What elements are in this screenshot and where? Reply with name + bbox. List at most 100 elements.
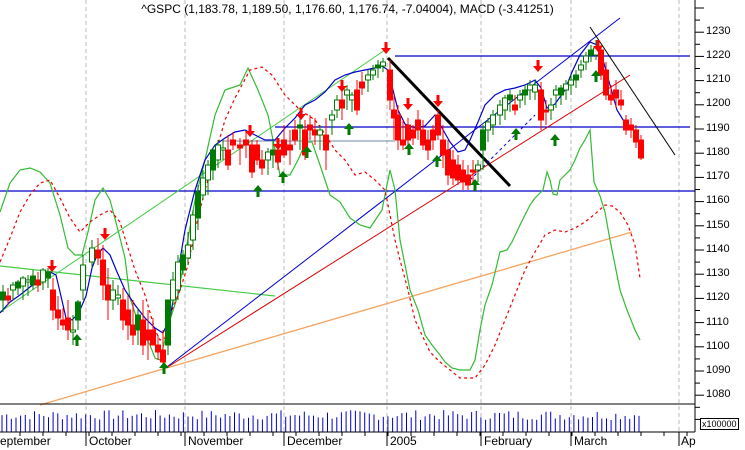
buy-arrow-icon: [278, 171, 288, 183]
y-tick-label: 1200: [706, 97, 731, 109]
signal-line: [0, 66, 641, 379]
candle: [365, 70, 371, 92]
candle: [45, 268, 51, 288]
sell-arrow-icon: [273, 138, 283, 150]
candle: [281, 125, 287, 158]
candle: [249, 140, 255, 178]
candle: [507, 90, 513, 112]
sell-arrow-icon: [245, 125, 255, 137]
candle: [323, 118, 329, 170]
candle: [588, 45, 594, 62]
candle: [568, 75, 574, 95]
candle: [254, 140, 260, 165]
candle: [287, 130, 293, 165]
sell-arrow-icon: [381, 42, 391, 54]
candle: [558, 85, 564, 105]
y-tick-label: 1210: [706, 73, 731, 85]
candle: [307, 115, 313, 140]
y-tick-label: 1090: [706, 364, 731, 376]
candle: [359, 72, 365, 95]
candle: [80, 255, 86, 300]
candle: [165, 299, 171, 355]
candle: [405, 118, 411, 145]
candle: [435, 110, 441, 140]
candle: [230, 132, 236, 150]
volume-bars: [1, 410, 640, 432]
candle: [387, 60, 393, 110]
candle: [623, 115, 629, 135]
candle: [180, 250, 186, 275]
candle: [175, 255, 181, 300]
candle: [391, 95, 397, 140]
y-tick-label: 1220: [706, 49, 731, 61]
candle: [354, 80, 360, 115]
horizontal-levels: [0, 55, 695, 192]
candle: [512, 95, 518, 115]
buy-arrow-icon: [344, 123, 354, 135]
candle: [349, 92, 355, 112]
candle: [613, 80, 619, 108]
candle: [25, 275, 31, 296]
candle: [415, 110, 421, 140]
x-tick-label: Ap: [681, 434, 696, 448]
candle: [465, 165, 471, 190]
sell-arrow-icon: [593, 40, 603, 52]
x-tick-label: December: [287, 434, 343, 448]
candle: [20, 276, 26, 300]
candle: [628, 118, 634, 138]
candle: [638, 135, 644, 160]
candle: [633, 125, 639, 148]
candle: [440, 125, 446, 168]
candle: [140, 300, 146, 355]
candle: [50, 278, 56, 320]
candle: [259, 150, 265, 175]
candle: [339, 88, 345, 120]
candle: [563, 80, 569, 100]
candle: [445, 140, 451, 185]
sell-arrow-icon: [100, 228, 110, 240]
candle: [195, 185, 201, 230]
candle: [115, 285, 121, 305]
buy-arrow-icon: [550, 134, 560, 146]
candle: [400, 120, 406, 150]
buy-arrow-icon: [159, 362, 169, 374]
y-tick-label: 1130: [706, 267, 730, 279]
candle: [10, 282, 16, 300]
candle: [75, 300, 81, 330]
candle: [578, 60, 584, 78]
macd-line: [0, 66, 641, 371]
candle: [35, 272, 41, 292]
candle: [490, 110, 496, 135]
candle: [110, 280, 116, 310]
sell-arrow-icon: [533, 60, 543, 72]
candle: [225, 135, 231, 170]
x-tick-label: February: [484, 434, 533, 448]
buy-arrow-icon: [432, 155, 442, 167]
x-axis-ticks: [19, 432, 688, 446]
candle: [470, 160, 476, 185]
buy-arrow-icon: [470, 179, 480, 191]
candle: [450, 150, 456, 185]
candle: [200, 170, 206, 200]
candle: [573, 70, 579, 88]
candle: [30, 270, 36, 290]
x-tick-label: March: [574, 434, 608, 448]
y-tick-label: 1110: [706, 316, 729, 328]
y-tick-label: 1230: [706, 25, 731, 37]
candle: [95, 238, 101, 265]
candle: [100, 245, 106, 300]
candle: [430, 125, 436, 150]
candle: [220, 140, 226, 160]
buy-arrow-icon: [404, 143, 414, 155]
y-tick-label: 1170: [706, 170, 730, 182]
y-tick-label: 1080: [706, 388, 731, 400]
candle: [380, 58, 386, 72]
candle: [215, 140, 221, 168]
candle: [292, 120, 298, 145]
candle: [105, 268, 111, 320]
candle: [480, 125, 486, 170]
candle: [485, 118, 491, 142]
y-tick-label: 1160: [706, 194, 730, 206]
candle: [40, 268, 46, 290]
